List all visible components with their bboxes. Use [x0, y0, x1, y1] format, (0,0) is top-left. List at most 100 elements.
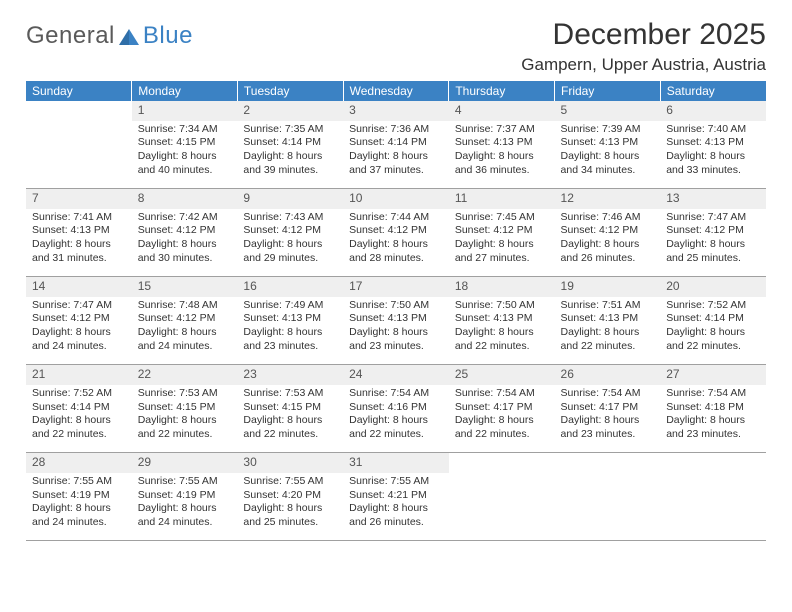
day-content-cell: Sunrise: 7:47 AMSunset: 4:12 PMDaylight:… [26, 297, 132, 365]
sunset-line: Sunset: 4:21 PM [349, 489, 443, 503]
day-number-cell: 29 [132, 453, 238, 473]
day-number-cell: 3 [343, 101, 449, 121]
day-number-cell: 22 [132, 365, 238, 385]
day-content-cell: Sunrise: 7:45 AMSunset: 4:12 PMDaylight:… [449, 209, 555, 277]
calendar-header-row: SundayMondayTuesdayWednesdayThursdayFrid… [26, 81, 766, 101]
sunrise-line: Sunrise: 7:53 AM [243, 387, 337, 401]
day-number-cell: 2 [237, 101, 343, 121]
day-number-cell [660, 453, 766, 473]
day-number-cell: 7 [26, 189, 132, 209]
daylight-line: Daylight: 8 hours and 24 minutes. [32, 326, 126, 353]
daylight-line: Daylight: 8 hours and 34 minutes. [561, 150, 655, 177]
sunrise-line: Sunrise: 7:55 AM [243, 475, 337, 489]
day-number-cell: 20 [660, 277, 766, 297]
sunrise-line: Sunrise: 7:45 AM [455, 211, 549, 225]
day-content-cell: Sunrise: 7:53 AMSunset: 4:15 PMDaylight:… [237, 385, 343, 453]
location-subtitle: Gampern, Upper Austria, Austria [521, 55, 766, 75]
sunrise-line: Sunrise: 7:54 AM [455, 387, 549, 401]
sunrise-line: Sunrise: 7:55 AM [32, 475, 126, 489]
daylight-line: Daylight: 8 hours and 37 minutes. [349, 150, 443, 177]
sunrise-line: Sunrise: 7:34 AM [138, 123, 232, 137]
day-content-cell: Sunrise: 7:35 AMSunset: 4:14 PMDaylight:… [237, 121, 343, 189]
page-title: December 2025 [521, 18, 766, 52]
day-header: Monday [132, 81, 238, 101]
page-header: General Blue December 2025 Gampern, Uppe… [26, 18, 766, 75]
day-content-row: Sunrise: 7:52 AMSunset: 4:14 PM Daylight:… [26, 385, 766, 453]
day-header: Thursday [449, 81, 555, 101]
day-content-cell: Sunrise: 7:51 AMSunset: 4:13 PMDaylight:… [555, 297, 661, 365]
day-number-row: 28293031 [26, 453, 766, 473]
sunset-line: Sunset: 4:18 PM [666, 401, 760, 415]
sunset-line: Sunset: 4:12 PM [243, 224, 337, 238]
daylight-line: Daylight: 8 hours and 23 minutes. [243, 326, 337, 353]
day-number-cell: 6 [660, 101, 766, 121]
sunset-line: Sunset: 4:13 PM [349, 312, 443, 326]
sunset-line: Sunset: 4:19 PM [32, 489, 126, 503]
sunrise-line: Sunrise: 7:46 AM [561, 211, 655, 225]
day-content-cell: Sunrise: 7:55 AMSunset: 4:20 PMDaylight:… [237, 473, 343, 541]
sunset-line: Sunset: 4:12 PM [561, 224, 655, 238]
sunrise-line: Sunrise: 7:49 AM [243, 299, 337, 313]
daylight-line: Daylight: 8 hours and 39 minutes. [243, 150, 337, 177]
sunrise-line: Sunrise: 7:48 AM [138, 299, 232, 313]
day-content-cell: Sunrise: 7:47 AMSunset: 4:12 PMDaylight:… [660, 209, 766, 277]
day-content-row: Sunrise: 7:34 AMSunset: 4:15 PMDaylight:… [26, 121, 766, 189]
sunset-line: Sunset: 4:12 PM [138, 224, 232, 238]
day-number-cell: 21 [26, 365, 132, 385]
sunset-line: Sunset: 4:16 PM [349, 401, 443, 415]
day-content-cell: Sunrise: 7:50 AMSunset: 4:13 PMDaylight:… [449, 297, 555, 365]
sunset-line: Sunset: 4:12 PM [666, 224, 760, 238]
day-content-cell [555, 473, 661, 541]
daylight-line: Daylight: 8 hours and 26 minutes. [561, 238, 655, 265]
calendar-table: SundayMondayTuesdayWednesdayThursdayFrid… [26, 81, 766, 541]
sunrise-line: Sunrise: 7:52 AM [32, 387, 126, 401]
sunset-line: Sunset: 4:13 PM [243, 312, 337, 326]
day-number-cell [26, 101, 132, 121]
sunset-line: Sunset: 4:12 PM [32, 312, 126, 326]
daylight-line: Daylight: 8 hours and 33 minutes. [666, 150, 760, 177]
day-content-cell: Sunrise: 7:39 AMSunset: 4:13 PMDaylight:… [555, 121, 661, 189]
day-content-cell: Sunrise: 7:55 AMSunset: 4:19 PMDaylight:… [132, 473, 238, 541]
daylight-line: Daylight: 8 hours and 40 minutes. [138, 150, 232, 177]
day-number-cell: 17 [343, 277, 449, 297]
daylight-line: Daylight: 8 hours and 22 minutes. [455, 326, 549, 353]
sunset-line: Sunset: 4:13 PM [561, 136, 655, 150]
sunrise-line: Sunrise: 7:52 AM [666, 299, 760, 313]
day-number-cell: 30 [237, 453, 343, 473]
day-header: Friday [555, 81, 661, 101]
logo-word-general: General [26, 22, 115, 50]
day-number-cell: 28 [26, 453, 132, 473]
sunrise-line: Sunrise: 7:54 AM [349, 387, 443, 401]
day-header: Tuesday [237, 81, 343, 101]
day-content-cell: Sunrise: 7:36 AMSunset: 4:14 PMDaylight:… [343, 121, 449, 189]
day-content-cell: Sunrise: 7:54 AMSunset: 4:18 PMDaylight:… [660, 385, 766, 453]
daylight-line: Daylight: 8 hours and 25 minutes. [666, 238, 760, 265]
sunset-line: Sunset: 4:14 PM [666, 312, 760, 326]
day-content-cell [660, 473, 766, 541]
day-number-cell: 18 [449, 277, 555, 297]
day-number-cell: 25 [449, 365, 555, 385]
day-number-row: 21222324252627 [26, 365, 766, 385]
daylight-line: Daylight: 8 hours and 22 minutes. [349, 414, 443, 441]
sunset-line: Sunset: 4:20 PM [243, 489, 337, 503]
daylight-line: Daylight: 8 hours and 24 minutes. [138, 326, 232, 353]
day-number-cell: 27 [660, 365, 766, 385]
day-content-row: Sunrise: 7:47 AMSunset: 4:12 PMDaylight:… [26, 297, 766, 365]
daylight-line: Daylight: 8 hours and 22 minutes. [138, 414, 232, 441]
sunset-line: Sunset: 4:12 PM [138, 312, 232, 326]
day-number-cell: 19 [555, 277, 661, 297]
day-number-row: 123456 [26, 101, 766, 121]
day-number-cell: 13 [660, 189, 766, 209]
daylight-line: Daylight: 8 hours and 23 minutes. [349, 326, 443, 353]
logo-mark-icon [119, 27, 139, 45]
day-content-cell: Sunrise: 7:43 AMSunset: 4:12 PMDaylight:… [237, 209, 343, 277]
sunrise-line: Sunrise: 7:44 AM [349, 211, 443, 225]
sunset-line: Sunset: 4:14 PM [32, 401, 126, 415]
daylight-line: Daylight: 8 hours and 23 minutes. [666, 414, 760, 441]
daylight-line: Daylight: 8 hours and 22 minutes. [243, 414, 337, 441]
daylight-line: Daylight: 8 hours and 23 minutes. [561, 414, 655, 441]
day-content-cell: Sunrise: 7:54 AMSunset: 4:17 PMDaylight:… [449, 385, 555, 453]
sunrise-line: Sunrise: 7:39 AM [561, 123, 655, 137]
daylight-line: Daylight: 8 hours and 26 minutes. [349, 502, 443, 529]
day-number-cell: 24 [343, 365, 449, 385]
